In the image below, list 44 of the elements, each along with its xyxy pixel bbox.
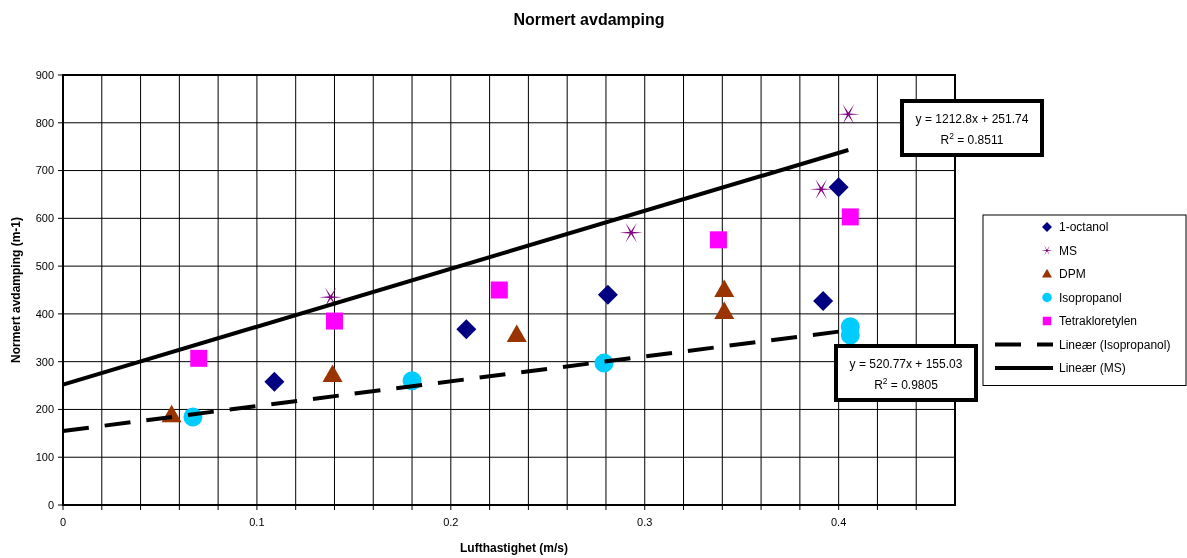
y-tick-label: 800 xyxy=(35,116,54,129)
x-axis-title: Lufthastighet (m/s) xyxy=(460,541,568,555)
legend-label: Isopropanol xyxy=(1059,290,1122,305)
y-tick-label: 100 xyxy=(35,451,54,464)
point xyxy=(619,222,643,243)
x-tick-label: 0.1 xyxy=(249,516,265,528)
y-tick-label: 700 xyxy=(35,164,54,177)
legend-label: 1-octanol xyxy=(1059,220,1109,235)
y-axis-title: Normert avdamping (m-1) xyxy=(9,216,23,364)
point xyxy=(322,364,343,383)
y-tick-label: 900 xyxy=(35,68,54,81)
point xyxy=(325,312,343,330)
point xyxy=(828,177,849,198)
chart-title: Normert avdamping xyxy=(513,11,665,28)
point xyxy=(264,371,285,392)
point xyxy=(490,281,508,299)
legend-label: Lineær (Isopropanol) xyxy=(1059,337,1171,352)
y-tick-label: 500 xyxy=(35,259,54,272)
legend-label: Lineær (MS) xyxy=(1059,361,1126,376)
y-tick-label: 0 xyxy=(47,498,54,511)
y-tick-label: 600 xyxy=(35,212,54,225)
legend-label: MS xyxy=(1059,243,1077,258)
point xyxy=(506,324,527,342)
x-tick-label: 0.4 xyxy=(831,516,847,528)
y-tick-label: 300 xyxy=(35,355,54,368)
point xyxy=(813,290,834,311)
annotation: y = 520.77x + 155.03 xyxy=(849,357,963,371)
annotation: R$^{2}$ = 0.9805 xyxy=(874,376,939,392)
point xyxy=(714,279,735,297)
y-tick-label: 200 xyxy=(35,403,54,416)
annotation: R$^{2}$ = 0.8511 xyxy=(940,131,1004,147)
x-tick-label: 0 xyxy=(59,516,67,528)
point xyxy=(456,319,477,340)
point xyxy=(597,284,618,305)
x-tick-label: 0.3 xyxy=(637,516,653,528)
point xyxy=(190,349,208,367)
point xyxy=(714,301,735,319)
y-tick-label: 400 xyxy=(35,307,54,320)
legend-label: Tetrakloretylen xyxy=(1059,314,1138,329)
point xyxy=(841,208,859,226)
legend-label: DPM xyxy=(1059,267,1086,282)
x-tick-label: 0.2 xyxy=(443,516,459,528)
point xyxy=(709,231,727,249)
annotation: y = 1212.8x + 251.74 xyxy=(915,112,1029,126)
